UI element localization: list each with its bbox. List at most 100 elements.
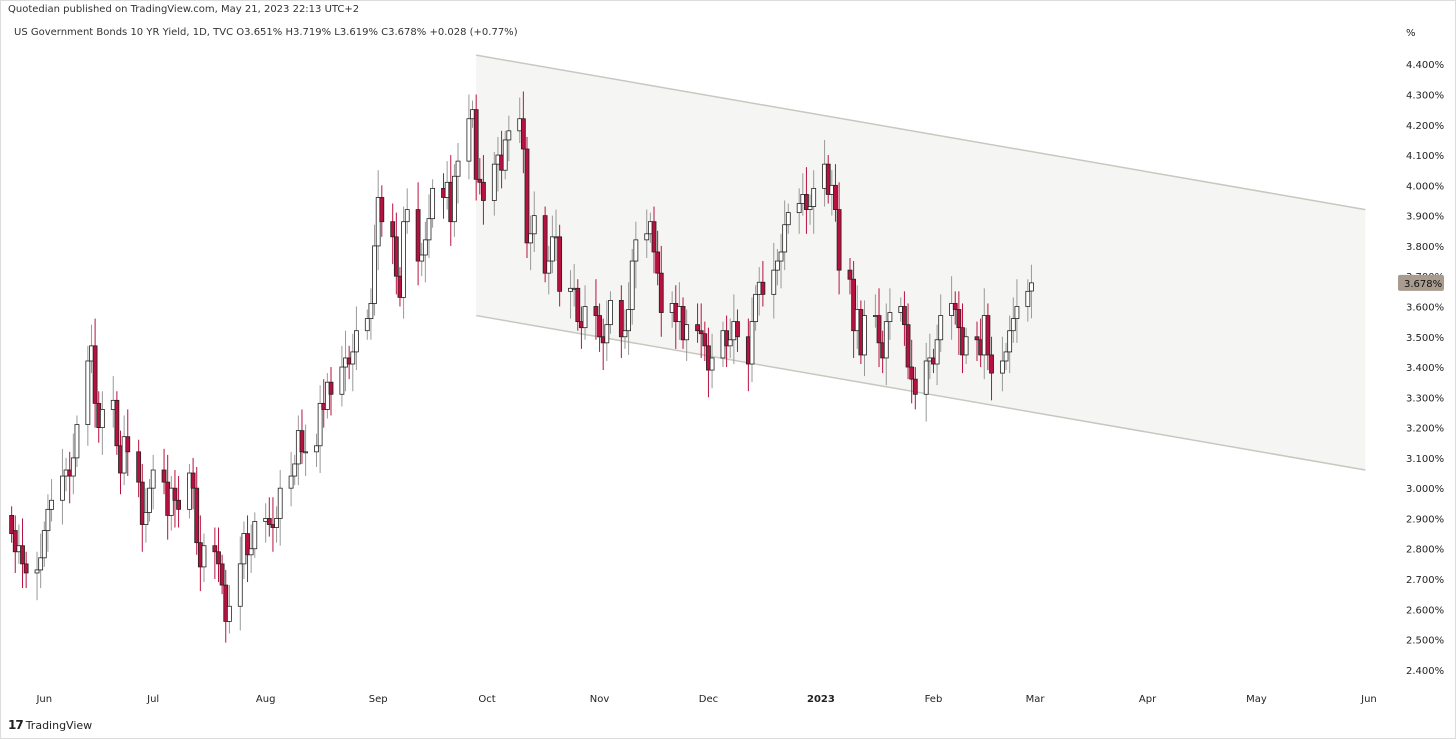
candle-body xyxy=(782,224,788,253)
candle-body xyxy=(9,515,15,534)
candle-body xyxy=(147,487,152,513)
candle-body xyxy=(266,518,272,525)
candle xyxy=(912,367,918,410)
candle-body xyxy=(905,324,911,368)
candle xyxy=(528,215,534,271)
y-unit-label: % xyxy=(1406,28,1416,39)
tradingview-brand[interactable]: 17 TradingView xyxy=(8,718,92,732)
last-price-label: 3.678% xyxy=(1404,279,1442,290)
candle-body xyxy=(60,475,65,501)
candle-body xyxy=(292,463,298,477)
x-tick-label: 2023 xyxy=(807,694,835,705)
candle xyxy=(237,536,243,631)
candle xyxy=(161,448,167,495)
candle xyxy=(339,345,345,407)
candle-body xyxy=(23,563,29,574)
candle xyxy=(985,303,991,371)
candle xyxy=(1029,264,1034,319)
candle-body xyxy=(934,339,940,365)
candle xyxy=(328,367,334,416)
candle xyxy=(506,115,512,162)
candle-body xyxy=(354,330,359,353)
candle xyxy=(807,194,813,225)
candle xyxy=(698,303,704,358)
candle-body xyxy=(912,378,918,395)
candle-body xyxy=(520,118,526,150)
candle xyxy=(702,321,708,361)
candle xyxy=(1014,279,1020,343)
candle-body xyxy=(811,187,817,207)
candle-body xyxy=(658,272,664,313)
candle xyxy=(473,94,479,201)
candle-body xyxy=(451,175,457,223)
tradingview-logo-icon: 17 xyxy=(8,718,24,732)
y-tick-label: 3.000% xyxy=(1406,484,1444,495)
candle xyxy=(847,258,853,295)
candle xyxy=(45,494,51,552)
candle-body xyxy=(618,300,624,338)
candle-body xyxy=(698,330,704,335)
candle xyxy=(324,373,330,419)
candle xyxy=(372,224,377,316)
candle xyxy=(760,261,766,307)
symbol-legend[interactable]: US Government Bonds 10 YR Yield, 1D, TVC… xyxy=(14,27,518,38)
candle-body xyxy=(393,236,399,277)
candle xyxy=(771,242,777,319)
y-tick-label: 3.600% xyxy=(1406,302,1444,313)
candle xyxy=(150,454,156,510)
candle xyxy=(597,303,602,352)
candle-body xyxy=(807,206,813,210)
candle xyxy=(248,524,254,573)
candle xyxy=(727,318,733,358)
candle-body xyxy=(422,239,428,256)
candle-body xyxy=(684,324,690,341)
candle-body xyxy=(956,309,962,329)
candle-body xyxy=(680,306,686,341)
candle-body xyxy=(709,357,715,371)
candle-body xyxy=(303,451,308,454)
candle xyxy=(401,206,406,319)
candle xyxy=(70,433,76,495)
candle-body xyxy=(633,239,639,262)
candle-body xyxy=(317,402,323,447)
candle xyxy=(796,188,802,234)
candle-body xyxy=(404,209,410,223)
candle xyxy=(902,291,907,346)
candle-body xyxy=(364,318,370,332)
candle xyxy=(212,527,218,580)
candle xyxy=(502,130,508,180)
candle-body xyxy=(34,569,40,574)
candle-body xyxy=(804,194,809,210)
candle xyxy=(314,433,319,467)
candle xyxy=(266,497,272,537)
candle-body xyxy=(99,409,105,429)
candle xyxy=(883,303,889,386)
candle-body xyxy=(223,584,229,622)
candle xyxy=(709,333,715,389)
candle-body xyxy=(150,469,156,489)
candle-body xyxy=(139,481,145,525)
candle xyxy=(125,409,131,477)
candle-body xyxy=(753,293,759,323)
candle-body xyxy=(339,366,345,395)
candle-body xyxy=(1029,282,1034,292)
candle xyxy=(531,191,537,252)
candle xyxy=(136,439,142,498)
candle xyxy=(390,203,396,265)
candle xyxy=(876,288,882,368)
candle xyxy=(176,476,181,528)
y-tick-label: 3.500% xyxy=(1406,333,1444,344)
candle-body xyxy=(74,424,80,459)
candle-body xyxy=(851,278,857,332)
candle-body xyxy=(506,130,512,141)
candle xyxy=(9,506,15,543)
candle xyxy=(782,200,788,271)
candle-body xyxy=(143,511,149,525)
candle-body xyxy=(187,472,192,510)
candle-body xyxy=(702,333,708,347)
candle-body xyxy=(651,221,657,253)
candle-body xyxy=(724,330,729,347)
candle-body xyxy=(735,321,740,338)
candle-body xyxy=(771,269,777,295)
